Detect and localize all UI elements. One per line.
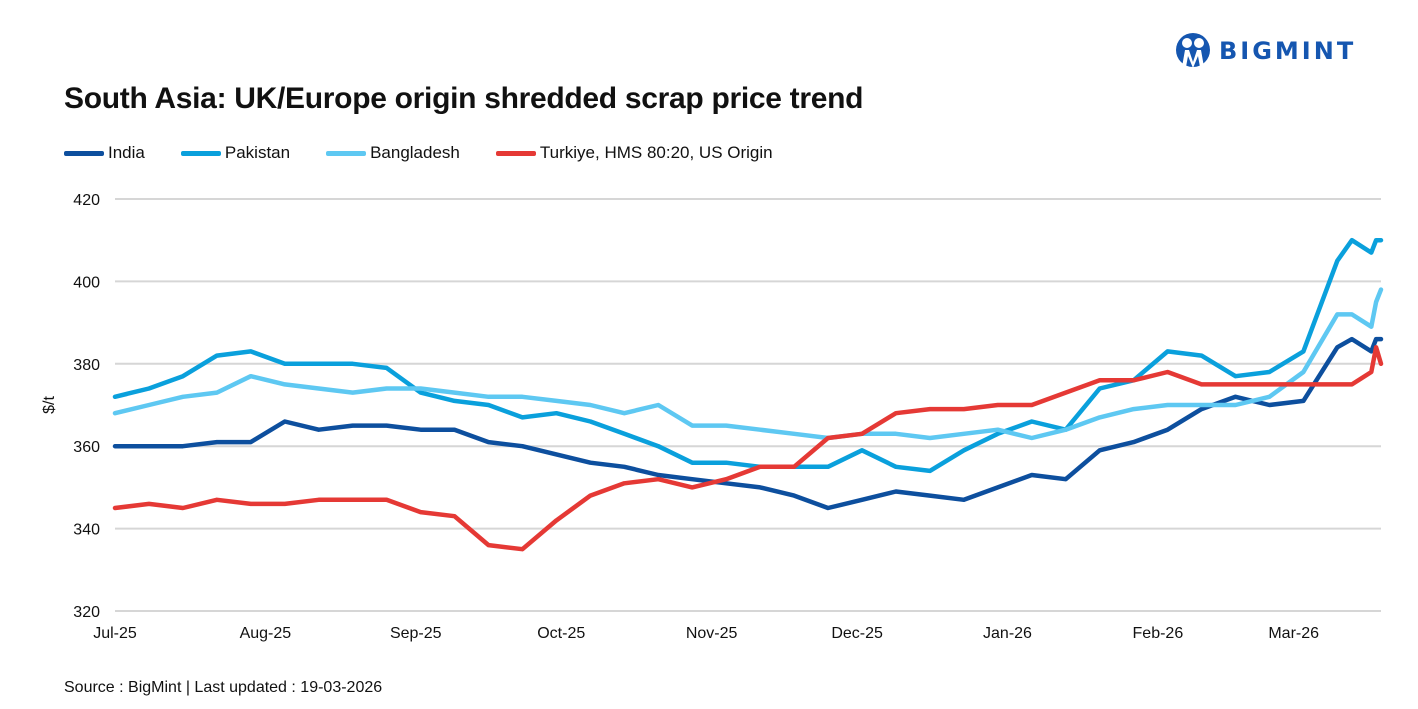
bigmint-logo: BIGMINT [1175,32,1356,70]
legend-swatch [64,150,104,156]
series-line-pakistan [112,237,1384,474]
x-tick-label: Feb-26 [1133,625,1184,642]
y-tick-label: 420 [73,192,100,209]
x-tick-label: Nov-25 [686,625,738,642]
y-tick-label: 400 [73,274,100,291]
x-tick-label: Oct-25 [537,625,585,642]
x-tick-label: Aug-25 [240,625,292,642]
legend: India Pakistan Bangladesh Turkiye, HMS 8… [64,143,809,163]
legend-label: Pakistan [224,143,291,162]
y-tick-label: 340 [73,522,100,539]
x-tick-label: Jul-25 [93,625,137,642]
legend-swatch [326,150,367,156]
chart-title: South Asia: UK/Europe origin shredded sc… [64,82,864,115]
legend-swatch [495,150,536,156]
legend-item-bangladesh: Bangladesh [326,143,460,163]
y-tick-label: 380 [73,357,100,374]
y-tick-label: 320 [73,604,100,621]
y-tick-label: 360 [73,439,100,456]
y-axis-label: $/t [41,396,58,414]
logo-text: BIGMINT [1219,37,1357,65]
legend-item-pakistan: Pakistan [180,143,291,163]
x-tick-label: Mar-26 [1268,625,1319,642]
series-line-bangladesh [112,287,1384,441]
x-tick-label: Dec-25 [831,625,883,642]
legend-label: Turkiye, HMS 80:20, US Origin [539,143,773,162]
legend-item-turkiye: Turkiye, HMS 80:20, US Origin [495,143,773,163]
legend-label: Bangladesh [370,143,460,162]
x-tick-label: Jan-26 [983,625,1032,642]
series-line-india [112,336,1384,511]
x-tick-label: Sep-25 [390,625,442,642]
source-note: Source : BigMint | Last updated : 19-03-… [64,679,383,696]
bigmint-logo-icon [1176,33,1210,68]
legend-swatch [180,150,221,156]
legend-label: India [108,143,145,162]
series-line-turkiye [112,345,1384,552]
legend-item-india: India [64,143,145,163]
